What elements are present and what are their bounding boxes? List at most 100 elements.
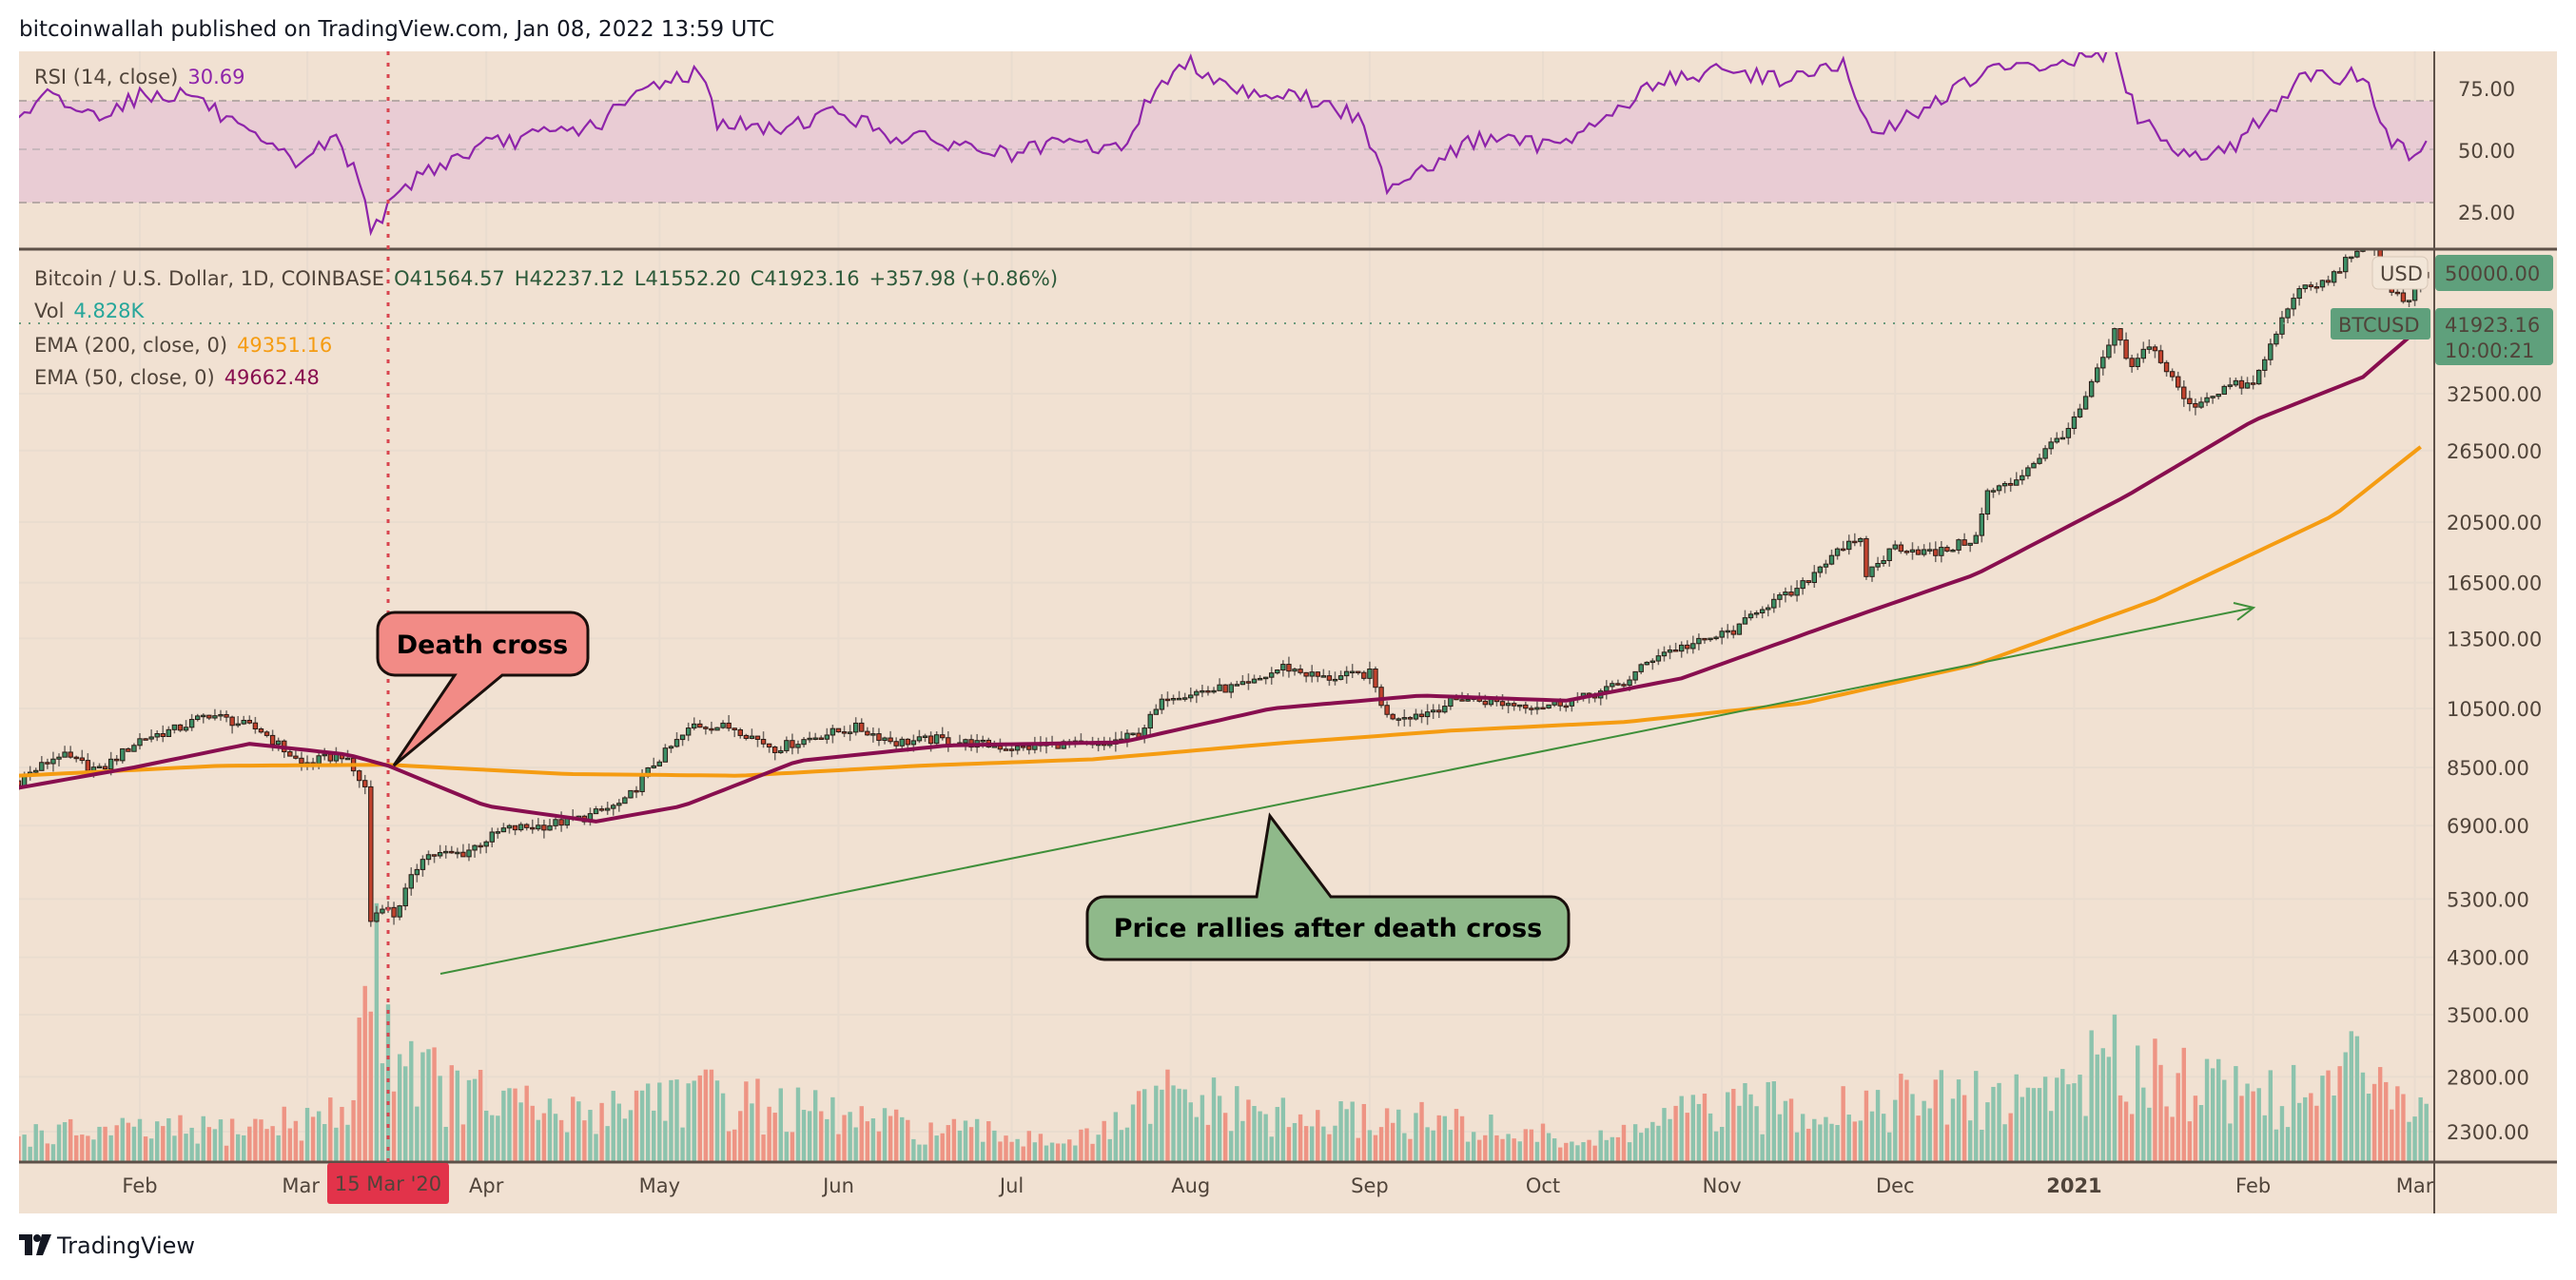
candle[interactable] <box>1678 641 1685 658</box>
candle[interactable] <box>2360 229 2366 253</box>
candle[interactable] <box>374 905 380 923</box>
candle[interactable] <box>2163 359 2170 378</box>
candle[interactable] <box>523 823 530 831</box>
candle[interactable] <box>922 733 928 743</box>
candle[interactable] <box>2325 275 2332 286</box>
candle[interactable] <box>120 747 126 764</box>
candle[interactable] <box>604 802 611 815</box>
candle[interactable] <box>616 799 622 812</box>
candle[interactable] <box>709 721 714 734</box>
candle[interactable] <box>2308 281 2314 291</box>
candle[interactable] <box>1401 709 1408 727</box>
candle[interactable] <box>2187 390 2193 412</box>
candle[interactable] <box>1817 565 1824 578</box>
candle[interactable] <box>899 736 905 750</box>
candle[interactable] <box>1667 645 1673 660</box>
candle[interactable] <box>2285 307 2291 324</box>
candle[interactable] <box>402 882 408 911</box>
candle[interactable] <box>171 724 178 734</box>
candle[interactable] <box>2059 430 2066 440</box>
price-pane[interactable] <box>16 224 2430 927</box>
candle[interactable] <box>737 727 743 739</box>
candle[interactable] <box>206 714 212 721</box>
candle[interactable] <box>847 725 853 742</box>
candle[interactable] <box>1407 716 1414 727</box>
candle[interactable] <box>2215 394 2221 400</box>
candle[interactable] <box>743 733 750 741</box>
candle[interactable] <box>160 725 166 743</box>
candle[interactable] <box>1373 666 1378 693</box>
candle[interactable] <box>1828 549 1835 566</box>
candle[interactable] <box>420 855 426 877</box>
candle[interactable] <box>754 735 761 747</box>
candle[interactable] <box>1719 627 1725 645</box>
candle[interactable] <box>1903 550 1910 555</box>
candle[interactable] <box>760 731 767 748</box>
candle[interactable] <box>143 738 148 741</box>
candle[interactable] <box>1649 658 1656 670</box>
candle[interactable] <box>1702 637 1708 644</box>
candle[interactable] <box>2221 384 2227 396</box>
candle[interactable] <box>1320 669 1327 678</box>
candle[interactable] <box>391 902 397 925</box>
candle[interactable] <box>466 844 472 862</box>
candle[interactable] <box>812 732 818 741</box>
price-axis[interactable]: 32500.00 26500.00 20500.00 16500.00 13500.00… <box>2447 383 2542 1144</box>
candle[interactable] <box>517 822 524 832</box>
candle[interactable] <box>1315 671 1320 683</box>
candle[interactable] <box>1413 708 1419 721</box>
candle[interactable] <box>1944 545 1950 553</box>
candle[interactable] <box>1915 546 1922 555</box>
candle[interactable] <box>1759 606 1766 619</box>
candle[interactable] <box>287 748 293 757</box>
candle[interactable] <box>553 817 558 830</box>
candle[interactable] <box>1395 717 1401 727</box>
candle[interactable] <box>506 824 513 834</box>
candle[interactable] <box>2274 331 2279 347</box>
candle[interactable] <box>876 727 882 747</box>
candle[interactable] <box>2255 369 2262 385</box>
candle[interactable] <box>1898 541 1904 554</box>
candle[interactable] <box>2343 254 2349 279</box>
time-axis[interactable]: Feb Mar Apr May Jun Jul Aug Sep Oct Nov Dec 2021 Feb… <box>122 1174 2433 1197</box>
candle[interactable] <box>1275 669 1280 675</box>
candle[interactable] <box>1696 633 1702 650</box>
candle[interactable] <box>852 717 859 736</box>
candle[interactable] <box>720 720 726 729</box>
candle[interactable] <box>1251 674 1258 684</box>
candle[interactable] <box>1546 704 1551 709</box>
candle[interactable] <box>68 746 73 759</box>
candle[interactable] <box>1326 670 1333 687</box>
candle[interactable] <box>431 854 438 863</box>
candle[interactable] <box>154 730 160 742</box>
candle[interactable] <box>2095 363 2100 384</box>
candle[interactable] <box>2262 356 2268 378</box>
candle[interactable] <box>96 763 103 769</box>
candle[interactable] <box>1378 684 1384 708</box>
candle[interactable] <box>1309 665 1315 683</box>
candle[interactable] <box>2082 391 2089 410</box>
candle[interactable] <box>1788 585 1794 597</box>
candle[interactable] <box>299 751 304 771</box>
candle[interactable] <box>1356 670 1361 675</box>
candle[interactable] <box>2349 256 2354 262</box>
candle[interactable] <box>443 844 449 859</box>
candle[interactable] <box>2031 461 2037 469</box>
candle[interactable] <box>2106 339 2112 360</box>
candle[interactable] <box>1881 555 1886 567</box>
candle[interactable] <box>1517 704 1523 711</box>
candle[interactable] <box>2181 379 2187 407</box>
candle[interactable] <box>2279 310 2285 339</box>
candle[interactable] <box>1805 580 1811 586</box>
candle[interactable] <box>1014 746 1021 755</box>
candle[interactable] <box>2250 375 2256 390</box>
candle[interactable] <box>2291 293 2296 317</box>
candle[interactable] <box>1337 670 1344 681</box>
candle[interactable] <box>408 867 414 896</box>
candle[interactable] <box>1523 701 1529 714</box>
candle[interactable] <box>685 722 692 742</box>
candle[interactable] <box>2210 396 2215 404</box>
candle[interactable] <box>2042 445 2048 462</box>
candle[interactable] <box>2146 339 2153 354</box>
candle[interactable] <box>795 740 801 754</box>
